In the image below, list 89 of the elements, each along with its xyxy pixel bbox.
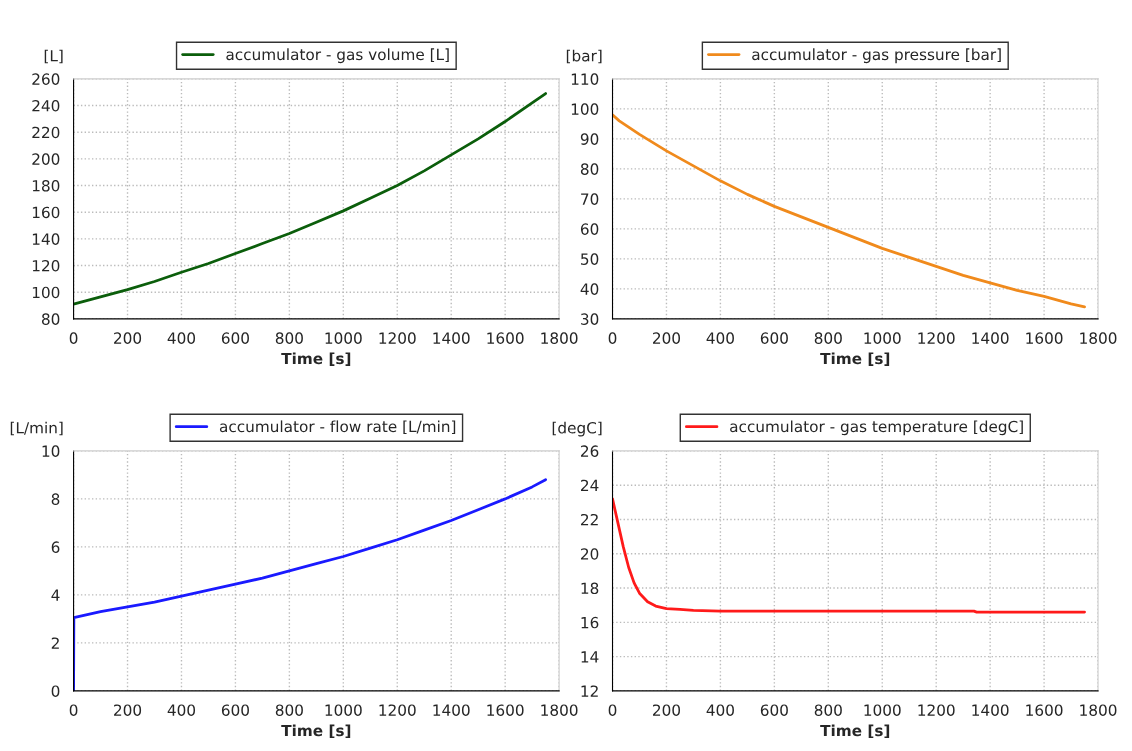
x-tick-label: 800 [275, 704, 303, 716]
y-tick-label: 90 [580, 133, 599, 145]
y-tick-label: 160 [32, 206, 60, 219]
y-tick-label: 30 [581, 313, 599, 325]
x-tick-label: 1600 [487, 704, 524, 716]
line-series [612, 113, 1086, 309]
x-tick-label: 400 [706, 704, 734, 716]
x-tick-label: 600 [221, 332, 249, 344]
x-tick-label: 1600 [1026, 332, 1063, 344]
x-tick-label: 1800 [1080, 704, 1117, 716]
x-tick-label: 1400 [972, 332, 1009, 344]
y-tick-label: 40 [580, 283, 599, 295]
y-tick-label: 110 [571, 73, 599, 85]
x-axis-title: Time [s] [281, 724, 351, 739]
x-tick-label: 400 [167, 332, 196, 344]
y-tick-label: 24 [581, 479, 599, 491]
y-tick-label: 18 [581, 582, 599, 595]
x-tick-label: 1200 [918, 704, 955, 716]
x-tick-label: 0 [69, 332, 78, 344]
y-tick-label: 2 [51, 637, 59, 649]
x-tick-label: 0 [608, 704, 617, 716]
x-tick-label: 800 [814, 704, 842, 716]
y-axis-title: [L/min] [10, 421, 63, 436]
x-tick-label: 1600 [1026, 704, 1063, 716]
x-tick-label: 200 [653, 704, 681, 716]
y-tick-label: 140 [32, 233, 60, 245]
y-tick-label: 70 [581, 193, 599, 205]
x-tick-label: 1000 [864, 704, 901, 716]
y-tick-label: 6 [51, 541, 60, 553]
x-tick-label: 800 [814, 332, 842, 344]
y-tick-label: 26 [581, 445, 599, 457]
x-axis-title: Time [s] [820, 724, 890, 739]
x-tick-label: 1800 [1080, 332, 1117, 344]
y-tick-label: 20 [581, 548, 599, 560]
x-tick-label: 1400 [433, 332, 470, 344]
y-tick-label: 80 [580, 163, 599, 175]
x-tick-label: 1800 [541, 704, 578, 716]
x-tick-label: 0 [69, 704, 78, 716]
y-tick-label: 100 [32, 286, 60, 299]
y-tick-label: 200 [32, 153, 60, 165]
y-tick-label: 100 [571, 103, 599, 115]
y-tick-label: 80 [41, 313, 60, 325]
y-tick-label: 12 [581, 685, 598, 697]
x-axis-title: Time [s] [820, 352, 890, 367]
y-tick-label: 14 [581, 651, 599, 663]
x-tick-label: 0 [608, 332, 617, 344]
x-tick-label: 1200 [918, 332, 955, 344]
x-tick-label: 200 [114, 704, 142, 716]
x-tick-label: 600 [760, 704, 788, 716]
y-tick-label: 120 [32, 260, 60, 272]
x-tick-label: 400 [167, 704, 196, 716]
y-tick-label: 240 [32, 99, 60, 112]
line-series [612, 497, 1086, 614]
x-tick-label: 1200 [379, 704, 416, 716]
x-tick-label: 1400 [972, 704, 1009, 716]
x-tick-label: 600 [221, 704, 249, 716]
x-tick-label: 1000 [325, 704, 362, 716]
x-tick-label: 600 [760, 332, 788, 344]
y-tick-label: 8 [51, 493, 60, 505]
y-axis-title: [bar] [566, 49, 602, 64]
legend-label: accumulator - flow rate [L/min] [219, 420, 456, 435]
y-tick-label: 4 [51, 589, 60, 601]
x-tick-label: 1200 [379, 332, 416, 344]
x-tick-label: 200 [653, 332, 681, 344]
x-axis-title: Time [s] [281, 352, 351, 367]
x-tick-label: 1400 [433, 704, 470, 716]
x-tick-label: 1000 [864, 332, 901, 344]
y-tick-label: 22 [581, 513, 598, 526]
legend-label: accumulator - gas temperature [degC] [730, 420, 1023, 436]
line-series [73, 92, 548, 306]
x-tick-label: 1800 [541, 332, 578, 344]
x-tick-label: 1600 [487, 332, 524, 344]
line-series [73, 478, 548, 691]
y-tick-label: 16 [581, 616, 599, 629]
y-tick-label: 50 [581, 253, 599, 265]
y-tick-label: 180 [32, 180, 60, 192]
legend-label: accumulator - gas pressure [bar] [752, 48, 1001, 64]
x-tick-label: 400 [706, 332, 734, 344]
y-tick-label: 260 [32, 73, 60, 85]
y-tick-label: 220 [32, 126, 60, 139]
x-tick-label: 800 [275, 332, 303, 344]
y-axis-title: [degC] [552, 421, 602, 437]
y-tick-label: 0 [51, 685, 60, 697]
y-axis-title: [L] [44, 49, 63, 64]
x-tick-label: 1000 [325, 332, 362, 344]
legend-label: accumulator - gas volume [L] [226, 48, 449, 64]
y-tick-label: 60 [580, 223, 599, 235]
x-tick-label: 200 [114, 332, 142, 344]
y-tick-label: 10 [42, 445, 60, 457]
